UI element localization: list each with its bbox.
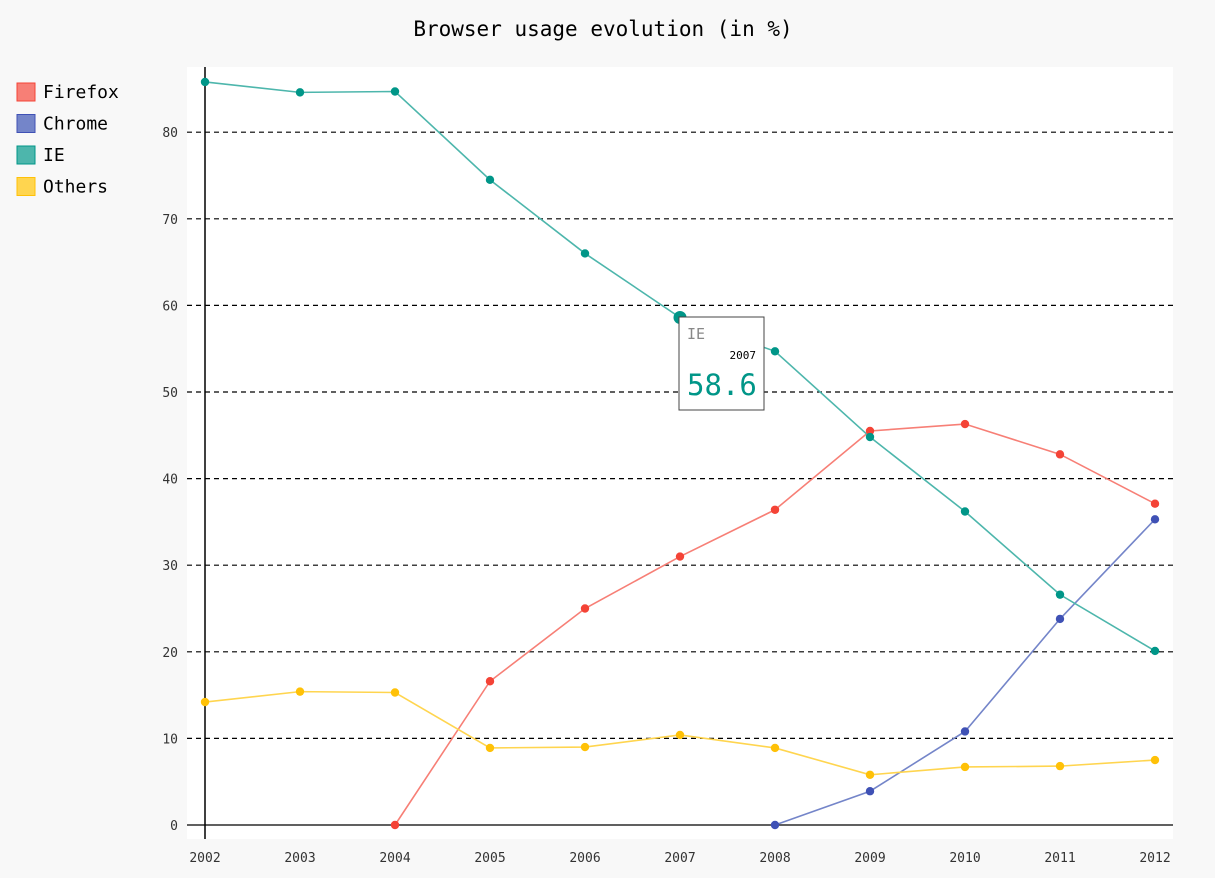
y-axis-ticks: 0 10 20 30 40 50 60 70 80 (162, 126, 178, 834)
y-tick-label: 0 (170, 819, 178, 834)
legend-label-others: Others (43, 177, 108, 198)
tooltip-box (678, 316, 765, 411)
y-tick-label: 10 (162, 732, 178, 747)
y-tick-label: 20 (162, 646, 178, 661)
legend-label-chrome: Chrome (43, 114, 108, 135)
data-point-others-2007[interactable] (675, 730, 685, 740)
x-tick-label: 2006 (569, 851, 600, 866)
data-point-others-2012[interactable] (1150, 755, 1160, 765)
data-point-others-2002[interactable] (200, 697, 210, 707)
legend-swatch-firefox (16, 82, 36, 102)
x-tick-label: 2011 (1044, 851, 1075, 866)
data-point-ie-2005[interactable] (485, 175, 495, 185)
x-tick-label: 2005 (474, 851, 505, 866)
data-point-others-2005[interactable] (485, 743, 495, 753)
data-point-ie-2010[interactable] (960, 507, 970, 516)
legend-swatch-chrome (16, 114, 36, 133)
data-point-firefox-2005[interactable] (485, 677, 495, 686)
data-point-others-2009[interactable] (865, 770, 875, 779)
legend-label-firefox: Firefox (43, 82, 119, 103)
grid-lines (187, 131, 1173, 740)
y-tick-label: 50 (162, 386, 178, 401)
y-tick-label: 30 (162, 559, 178, 574)
data-point-ie-2012[interactable] (1150, 646, 1160, 656)
data-point-others-2004[interactable] (390, 688, 400, 697)
tooltip-value: 58.6 (687, 368, 757, 402)
data-point-others-2003[interactable] (295, 687, 305, 696)
data-point-firefox-2011[interactable] (1055, 450, 1065, 459)
legend-swatch-others (16, 177, 36, 196)
x-tick-label: 2003 (284, 851, 315, 866)
legend: Firefox Chrome IE Others (16, 82, 119, 198)
x-axis-ticks: 2002 2003 2004 2005 2006 2007 2008 2009 2010 2011… (189, 851, 1170, 866)
data-point-firefox-2012[interactable] (1150, 499, 1160, 508)
data-point-chrome-2010[interactable] (960, 727, 970, 736)
x-tick-label: 2002 (189, 851, 220, 866)
y-tick-label: 70 (162, 213, 178, 228)
data-point-ie-2004[interactable] (390, 87, 400, 96)
data-point-ie-2009[interactable] (865, 432, 875, 442)
data-point-firefox-2006[interactable] (580, 604, 590, 613)
y-tick-label: 60 (162, 299, 178, 314)
data-point-others-2006[interactable] (580, 742, 590, 752)
x-tick-label: 2009 (854, 851, 885, 866)
data-point-chrome-2009[interactable] (865, 787, 875, 796)
data-point-others-2011[interactable] (1055, 761, 1065, 771)
plot-area (187, 67, 1173, 839)
data-point-chrome-2012[interactable] (1150, 515, 1160, 524)
data-point-firefox-2004[interactable] (390, 820, 400, 830)
data-point-chrome-2011[interactable] (1055, 614, 1065, 624)
y-tick-label: 80 (162, 126, 178, 141)
x-tick-label: 2007 (664, 851, 695, 866)
x-tick-label: 2012 (1139, 851, 1170, 866)
data-point-ie-2003[interactable] (295, 88, 305, 97)
data-point-others-2010[interactable] (960, 762, 970, 772)
tooltip-x-label: 2007 (730, 349, 757, 362)
x-tick-label: 2004 (379, 851, 410, 866)
data-point-chrome-2008[interactable] (770, 820, 780, 830)
tooltip: IE 2007 58.6 (678, 316, 765, 411)
data-point-firefox-2007[interactable] (675, 552, 685, 561)
x-tick-label: 2008 (759, 851, 790, 866)
series-points[interactable] (200, 77, 1160, 830)
data-point-firefox-2010[interactable] (960, 419, 970, 429)
legend-swatch-ie (16, 145, 36, 165)
tooltip-series-label: IE (687, 325, 705, 343)
x-tick-label: 2010 (949, 851, 980, 866)
data-point-others-2008[interactable] (770, 743, 780, 753)
y-tick-label: 40 (162, 473, 178, 488)
data-point-firefox-2009[interactable] (865, 426, 875, 436)
data-point-ie-2006[interactable] (580, 249, 590, 258)
axes (187, 67, 1173, 839)
chart-title: Browser usage evolution (in %) (413, 17, 792, 41)
data-point-ie-2002[interactable] (200, 77, 210, 87)
data-point-firefox-2008[interactable] (770, 505, 780, 514)
data-point-ie-2011[interactable] (1055, 590, 1065, 599)
data-point-ie-2008[interactable] (770, 347, 780, 356)
legend-label-ie: IE (43, 145, 65, 166)
